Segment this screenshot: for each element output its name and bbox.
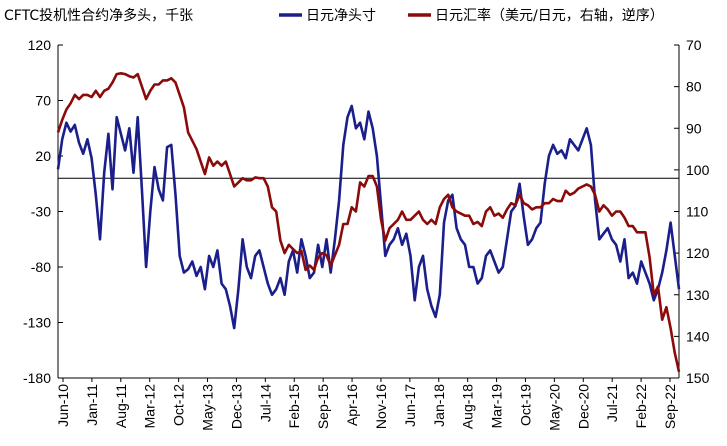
right-tick-label: 90 bbox=[686, 120, 702, 136]
series-line-net-position bbox=[56, 104, 681, 330]
x-tick-label: Nov-16 bbox=[373, 384, 389, 429]
legend: 日元净头寸 日元汇率（美元/日元，右轴，逆序） bbox=[279, 7, 664, 24]
x-tick-label: Jun-10 bbox=[55, 384, 71, 427]
right-tick-label: 70 bbox=[686, 37, 702, 53]
x-tick-label: Jun-17 bbox=[402, 384, 418, 427]
right-tick-label: 140 bbox=[686, 328, 710, 344]
left-tick-label: -30 bbox=[31, 204, 51, 220]
x-tick-label: Oct-12 bbox=[171, 384, 187, 426]
x-tick-label: Jan-11 bbox=[84, 384, 100, 426]
x-tick-label: May-20 bbox=[546, 384, 562, 431]
x-tick-label: Sep-22 bbox=[662, 384, 678, 429]
right-tick-label: 80 bbox=[686, 79, 702, 95]
left-tick-label: -80 bbox=[31, 259, 51, 275]
right-tick-label: 150 bbox=[686, 370, 710, 386]
x-tick-label: Aug-18 bbox=[460, 384, 476, 429]
series-group bbox=[56, 72, 681, 373]
left-tick-label: -180 bbox=[23, 370, 51, 386]
left-tick-label: -130 bbox=[23, 315, 51, 331]
x-tick-label: Apr-16 bbox=[344, 384, 360, 426]
legend-label-net-position: 日元净头寸 bbox=[306, 8, 376, 24]
x-tick-label: Jan-18 bbox=[431, 384, 447, 427]
x-tick-label: Dec-20 bbox=[575, 384, 591, 429]
x-tick-label: Aug-11 bbox=[113, 384, 129, 428]
x-tick-label: Sep-15 bbox=[315, 384, 331, 429]
right-tick-label: 120 bbox=[686, 245, 710, 261]
x-tick-label: May-13 bbox=[200, 384, 216, 431]
x-tick-label: Feb-22 bbox=[633, 384, 649, 429]
x-tick-label: Oct-19 bbox=[517, 384, 533, 426]
chart-title: CFTC投机性合约净多头，千张 bbox=[4, 7, 193, 24]
right-tick-label: 130 bbox=[686, 287, 710, 303]
x-tick-label: Mar-19 bbox=[489, 384, 505, 429]
x-tick-label: Mar-12 bbox=[142, 384, 158, 429]
x-tick-label: Dec-13 bbox=[228, 384, 244, 429]
left-tick-label: 20 bbox=[35, 148, 51, 164]
x-axis-ticks: Jun-10 Jan-11 Aug-11 Mar-12 Oct-12 May-13 Dec-… bbox=[55, 378, 678, 431]
right-axis-ticks: 70 80 90 100 110 120 130 140 150 bbox=[674, 37, 710, 386]
x-tick-label: Feb-15 bbox=[286, 384, 302, 429]
right-tick-label: 100 bbox=[686, 162, 710, 178]
left-axis-ticks: 120 70 20 -30 -80 -130 -180 bbox=[23, 37, 63, 386]
legend-label-fx-rate: 日元汇率（美元/日元，右轴，逆序） bbox=[435, 7, 664, 24]
x-tick-label: Jul-21 bbox=[604, 384, 620, 422]
left-tick-label: 70 bbox=[35, 93, 51, 109]
right-tick-label: 110 bbox=[686, 204, 709, 220]
x-tick-label: Jul-14 bbox=[257, 384, 273, 422]
series-line-fx-rate bbox=[56, 72, 681, 373]
left-tick-label: 120 bbox=[28, 37, 52, 53]
